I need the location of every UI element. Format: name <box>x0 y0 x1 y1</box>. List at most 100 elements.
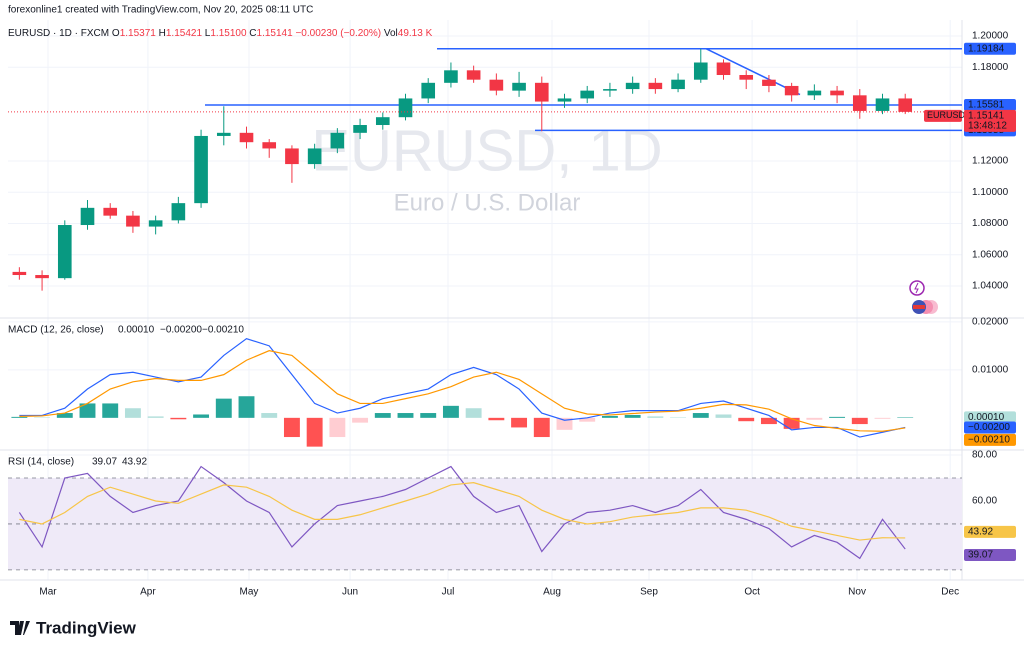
logo-mark <box>10 621 30 635</box>
candle-body <box>807 90 822 96</box>
histogram-bar <box>465 408 482 418</box>
histogram-bar <box>647 416 664 418</box>
legend-value: 39.07 <box>92 457 117 468</box>
y-tick-label: 0.02000 <box>972 316 1009 327</box>
histogram-bar <box>738 417 755 422</box>
candle-body <box>35 275 49 279</box>
candle-body <box>716 62 731 76</box>
x-tick-label: Apr <box>140 587 156 598</box>
symbol-tag: EURUSD <box>927 110 966 120</box>
y-tick-label: 1.20000 <box>972 31 1009 42</box>
alert-icons[interactable] <box>909 280 938 314</box>
candle-body <box>398 98 413 118</box>
volume-key: Vol <box>384 28 398 39</box>
candle-body <box>830 90 844 96</box>
candle-body <box>307 148 322 165</box>
histogram-bar <box>829 416 846 418</box>
histogram-bar <box>488 417 505 421</box>
candle-body <box>784 85 799 96</box>
x-tick-label: Sep <box>640 587 658 598</box>
histogram-bar <box>56 413 73 418</box>
y-tick-label: 0.01000 <box>972 364 1009 375</box>
last-value-label: 0.00010 <box>968 412 1005 423</box>
y-tick-label: 1.04000 <box>972 281 1009 292</box>
level-label: 1.19184 <box>968 43 1005 54</box>
alert-icon[interactable] <box>909 280 925 296</box>
symbol-tag-box <box>924 109 962 122</box>
candle-body <box>12 271 27 276</box>
histogram-bar <box>420 413 437 418</box>
candle-body <box>603 89 617 91</box>
watermark-subtitle: Euro / U.S. Dollar <box>394 189 581 216</box>
last-value-label-box <box>964 421 1016 434</box>
pane-title: RSI (14, close) <box>8 457 74 468</box>
candle-body <box>444 70 458 83</box>
alert-bolt <box>914 282 919 294</box>
last-value-label-box <box>964 433 1016 446</box>
histogram-bar <box>352 417 369 423</box>
candle-body <box>194 135 208 204</box>
histogram-bar <box>556 417 573 430</box>
ohlc-key: C <box>249 28 256 39</box>
pane-title: MACD (12, 26, close) <box>8 325 104 336</box>
y-tick-label: 1.12000 <box>972 156 1009 167</box>
x-tick-label: Oct <box>744 587 760 598</box>
candle-body <box>353 125 367 133</box>
histogram-bar <box>283 417 300 438</box>
level-label: 1.15581 <box>968 100 1005 111</box>
watermark: EURUSD, 1D <box>311 118 662 183</box>
candle-body <box>852 95 867 111</box>
logo[interactable]: TradingView <box>10 618 137 637</box>
brand: TradingView <box>36 618 137 637</box>
histogram-bar <box>193 414 210 418</box>
ohlc-key: O <box>112 28 120 39</box>
legend-value: −0.00200 <box>160 325 202 336</box>
histogram-bar <box>397 413 414 418</box>
symbol: EURUSD · 1D · FXCM <box>8 28 109 39</box>
histogram-bar <box>374 413 391 418</box>
last-price-box <box>964 109 1016 132</box>
histogram-bar <box>329 417 346 438</box>
legend-value: 43.92 <box>122 457 147 468</box>
ohlc-value: 1.15100 <box>210 28 247 39</box>
histogram-bar <box>601 415 618 418</box>
candle-body <box>489 79 504 91</box>
histogram-bar <box>102 403 119 418</box>
histogram-bar <box>851 417 868 425</box>
x-tick-label: Aug <box>543 587 561 598</box>
candle-body <box>126 215 140 227</box>
y-tick-label: 1.10000 <box>972 187 1009 198</box>
candle-body <box>262 142 277 149</box>
histogram-bar <box>579 417 596 422</box>
level-label-box <box>964 42 1016 55</box>
candle-body <box>330 132 345 149</box>
candle-body <box>216 132 231 136</box>
last-value-label-box <box>964 549 1016 562</box>
x-tick-label: Mar <box>39 587 57 598</box>
y-tick-label: 1.18000 <box>972 62 1009 73</box>
candle-body <box>466 70 481 80</box>
y-tick-label: 1.08000 <box>972 218 1009 229</box>
candle-body <box>171 203 186 221</box>
volume: 49.13 K <box>398 28 433 39</box>
level-label-box <box>964 98 1016 111</box>
candle-body <box>580 90 595 99</box>
histogram-bar <box>692 413 709 418</box>
candle-body <box>625 82 640 90</box>
histogram-bar <box>261 413 278 418</box>
candle-body <box>80 207 95 226</box>
last-value-label: −0.00210 <box>968 435 1010 446</box>
histogram-bar <box>238 396 255 418</box>
histogram-bar <box>442 405 459 418</box>
grid <box>8 20 962 580</box>
candle-body <box>148 220 163 227</box>
ohlc-value: 1.15141 <box>257 28 294 39</box>
histogram-bar <box>147 416 164 418</box>
rsi-line <box>18 465 906 560</box>
candle-body <box>285 148 299 165</box>
histogram-bar <box>79 403 96 418</box>
x-tick-label: May <box>240 587 259 598</box>
ohlc-key: H <box>159 28 166 39</box>
ohlc-value: 1.15371 <box>120 28 157 39</box>
